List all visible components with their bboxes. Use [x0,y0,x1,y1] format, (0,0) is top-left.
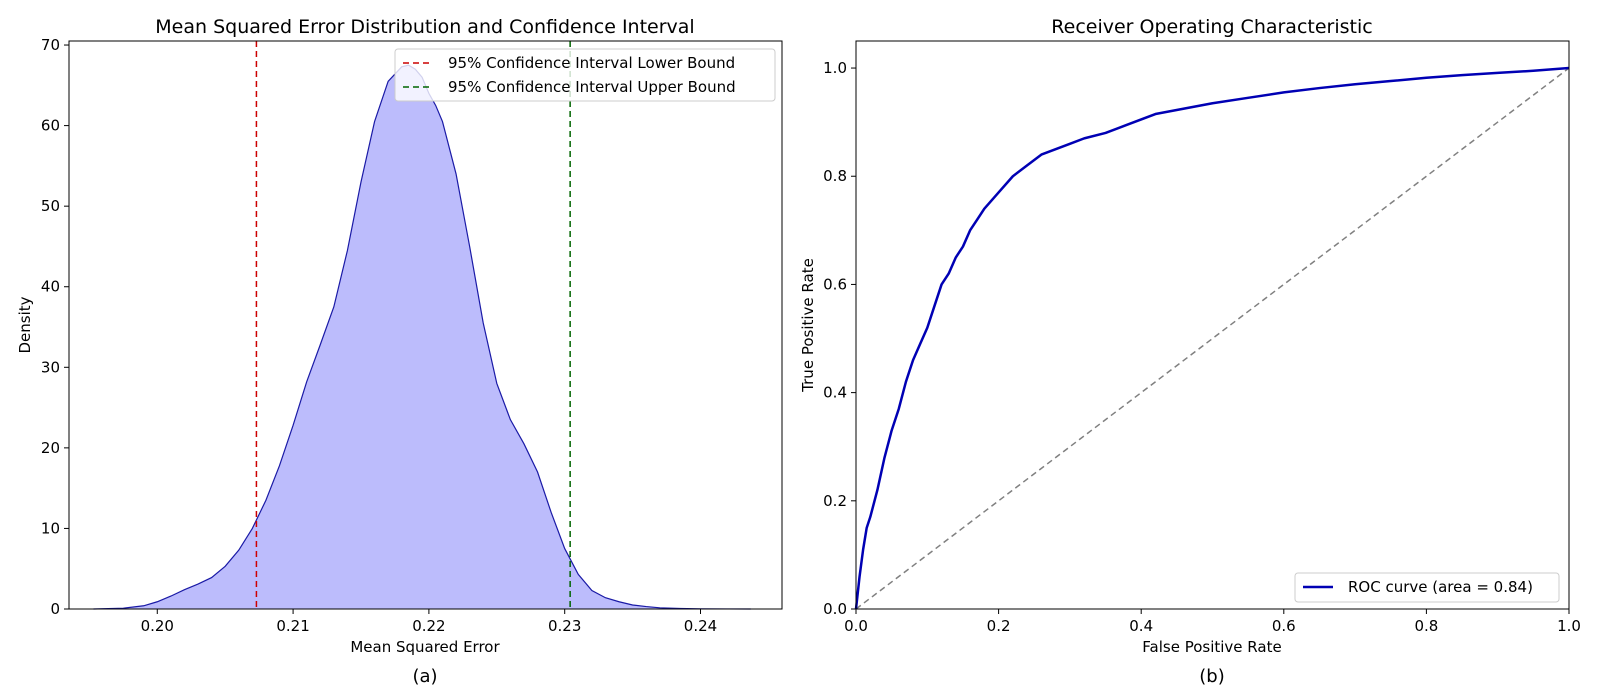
panel-b-x-ticks: 0.0 0.2 0.4 0.6 0.8 1.0 [844,609,1581,635]
y-tick-label: 0.4 [823,384,847,402]
legend-roc-label: ROC curve (area = 0.84) [1348,578,1533,596]
panel-a-legend-box [394,48,776,102]
panel-b-x-label: False Positive Rate [1142,638,1281,656]
x-tick-label: 1.0 [1557,617,1581,635]
panel-a-y-ticks: 0 10 20 30 40 50 60 70 [41,36,69,618]
y-tick-label: 0.8 [823,167,847,185]
legend-upper-bound-label: 95% Confidence Interval Upper Bound [448,78,736,96]
panel-a-legend: 95% Confidence Interval Lower Bound 95% … [394,48,776,102]
panel-b-caption: (b) [1199,666,1224,687]
y-tick-label: 10 [41,519,60,537]
roc-curve-line [854,66,1570,610]
y-tick-label: 1.0 [823,59,847,77]
y-tick-label: 30 [41,358,60,376]
x-tick-label: 0.21 [276,617,309,635]
y-tick-label: 20 [41,439,60,457]
y-tick-label: 0.0 [823,600,847,618]
x-tick-label: 0.23 [548,617,581,635]
panel-b-legend-box [1294,572,1560,603]
panel-a: Mean Squared Error Distribution and Conf… [16,16,783,687]
x-tick-label: 0.24 [684,617,717,635]
x-tick-label: 0.0 [844,617,868,635]
panel-b-title: Receiver Operating Characteristic [1051,16,1372,38]
x-tick-label: 0.22 [412,617,445,635]
y-tick-label: 0.2 [823,492,847,510]
x-tick-label: 0.6 [1272,617,1296,635]
x-tick-label: 0.2 [987,617,1011,635]
panel-a-plot-area [93,41,751,610]
y-tick-label: 60 [41,117,60,135]
panel-b-plot-area [854,66,1570,610]
panel-a-x-ticks: 0.20 0.21 0.22 0.23 0.24 [141,609,717,635]
panel-a-x-label: Mean Squared Error [350,638,500,656]
y-tick-label: 0.6 [823,275,847,293]
panel-a-frame [68,40,783,610]
y-tick-label: 70 [41,36,60,54]
panel-b: Receiver Operating Characteristic 0.0 0.2… [799,16,1581,687]
y-tick-label: 0 [50,600,60,618]
panel-a-title: Mean Squared Error Distribution and Conf… [155,16,694,38]
legend-lower-bound-label: 95% Confidence Interval Lower Bound [448,54,735,72]
panel-b-frame [855,40,1570,610]
chance-diagonal-line [855,67,1570,610]
y-tick-label: 40 [41,278,60,296]
panel-a-caption: (a) [412,666,437,687]
panel-b-y-ticks: 0.0 0.2 0.4 0.6 0.8 1.0 [823,59,856,618]
x-tick-label: 0.8 [1414,617,1438,635]
density-fill [93,65,751,609]
x-tick-label: 0.20 [141,617,174,635]
x-tick-label: 0.4 [1129,617,1153,635]
panel-b-y-label: True Positive Rate [799,258,817,393]
y-tick-label: 50 [41,197,60,215]
panel-b-legend: ROC curve (area = 0.84) [1294,572,1560,603]
panel-a-y-label: Density [16,296,34,353]
